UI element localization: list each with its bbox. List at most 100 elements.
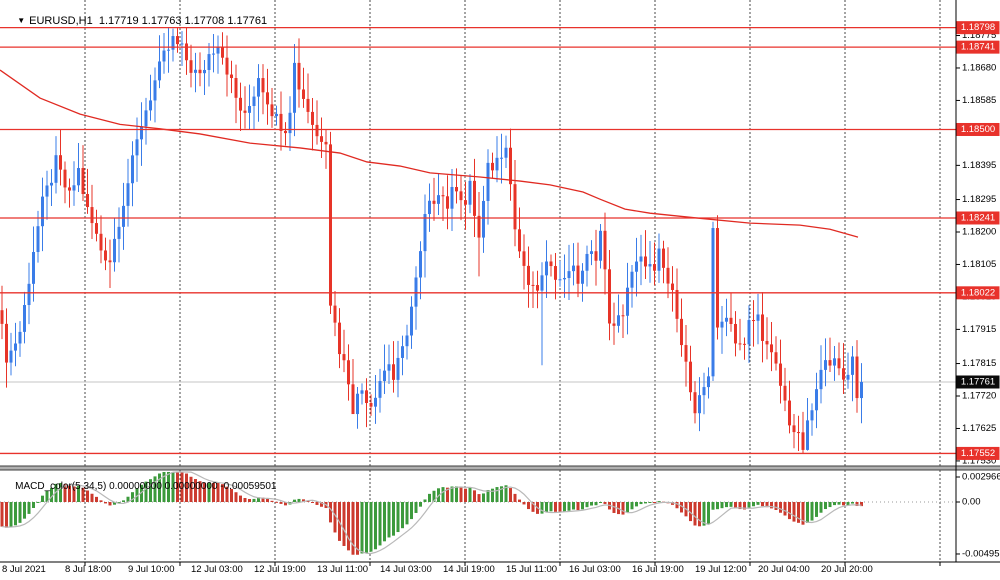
candle-body <box>140 126 143 140</box>
candle-body <box>158 61 161 81</box>
macd-bar <box>284 502 287 506</box>
candle-body <box>558 279 562 281</box>
macd-bar <box>527 502 530 510</box>
candle-body <box>608 269 611 324</box>
candle-body <box>563 278 566 280</box>
macd-bar <box>297 498 301 502</box>
candle-body <box>693 392 697 414</box>
candle-body <box>126 183 130 206</box>
macd-bar <box>158 473 161 502</box>
macd-bar <box>221 484 224 502</box>
time-axis-label: 14 Jul 19:00 <box>443 564 495 575</box>
candle-body <box>603 230 607 270</box>
macd-bar <box>198 481 202 502</box>
price-axis-label: 1.17915 <box>962 324 996 335</box>
macd-bar <box>81 487 85 502</box>
candle-body <box>194 69 197 73</box>
macd-bar <box>41 495 44 502</box>
macd-bar <box>176 472 179 502</box>
candle-body <box>279 113 283 131</box>
macd-bar <box>576 502 580 511</box>
candle-body <box>306 98 310 112</box>
candle-body <box>405 335 409 347</box>
macd-bar <box>414 502 418 513</box>
candle-body <box>171 36 175 50</box>
macd-bar <box>63 484 67 502</box>
time-axis-label: 20 Jul 20:00 <box>821 564 873 575</box>
candle-body <box>468 180 472 205</box>
candle-body <box>432 200 436 204</box>
macd-indicator-values: 0.00000000 0.00000000 -0.00059501 <box>109 481 277 492</box>
macd-axis-label: 0.002966 <box>962 472 1000 483</box>
pane-separator[interactable] <box>0 466 1000 470</box>
macd-bar <box>680 502 683 513</box>
candle-body <box>630 271 634 288</box>
macd-bar <box>68 485 71 502</box>
price-level-badge: 1.18022 <box>956 286 1000 300</box>
symbol-dropdown-icon[interactable]: ▼ <box>17 16 26 25</box>
candle-body <box>729 317 733 324</box>
candle-body <box>684 345 688 362</box>
candle-body <box>441 195 445 197</box>
candle-body <box>410 306 413 336</box>
macd-axis-label: 0.00 <box>962 497 981 508</box>
macd-bar <box>347 502 350 551</box>
macd-bar <box>797 502 800 523</box>
candle-body <box>828 360 832 366</box>
candle-body <box>270 104 274 117</box>
macd-bar <box>189 476 193 502</box>
candle-body <box>360 390 364 394</box>
ohlc-values-label: 1.17719 1.17763 1.17708 1.17761 <box>98 15 268 27</box>
macd-bar <box>401 502 404 529</box>
symbol-period-label: EURUSD,H1 <box>29 15 93 27</box>
candle-body <box>338 322 341 355</box>
candle-body <box>648 264 652 267</box>
macd-bar <box>162 472 166 502</box>
candle-body <box>720 321 724 328</box>
candle-body <box>216 47 220 54</box>
macd-bar <box>599 502 602 503</box>
macd-indicator-name: MACD_color(5,34,5) <box>15 481 107 492</box>
candle-body <box>225 57 229 75</box>
macd-bar <box>450 486 454 502</box>
candle-body <box>860 382 863 399</box>
macd-bar <box>216 482 220 502</box>
macd-bar <box>117 502 121 504</box>
candle-body <box>491 162 494 171</box>
candle-body <box>617 315 620 326</box>
candle-body <box>396 357 400 380</box>
macd-bar <box>387 502 391 538</box>
macd-axis-label: -0.00495 <box>962 548 1000 559</box>
time-axis[interactable]: 8 Jul 2021 8 Jul 18:00 9 Jul 10:00 12 Jul 0… <box>2 562 941 575</box>
macd-signal-line <box>1 471 862 555</box>
price-level-badge: 1.18741 <box>956 40 1000 54</box>
macd-bar <box>225 486 229 502</box>
candle-body <box>257 78 260 97</box>
candle-body <box>653 264 656 271</box>
candle-body <box>486 162 490 201</box>
candle-body <box>666 267 670 284</box>
candle-body <box>657 248 661 271</box>
macd-bar <box>522 502 526 505</box>
macd-bar <box>261 497 265 502</box>
candle-body <box>329 144 332 306</box>
candle-body <box>288 112 292 134</box>
candle-body <box>185 43 188 61</box>
macd-bar <box>365 502 368 553</box>
macd-bar <box>23 502 26 519</box>
price-axis-label: 1.17720 <box>962 391 996 402</box>
macd-axis[interactable]: 0.002966 0.00 -0.00495 <box>956 472 1000 560</box>
candle-body <box>266 92 269 105</box>
macd-bar <box>455 486 458 502</box>
macd-bar <box>635 502 638 507</box>
candle-body <box>846 374 850 380</box>
macd-bar <box>90 493 94 502</box>
price-axis-label: 1.18395 <box>962 160 996 171</box>
candle-body <box>675 289 679 319</box>
candle-body <box>221 47 224 58</box>
candle-body <box>14 343 17 351</box>
candle-body <box>851 356 854 375</box>
price-axis-label: 1.18775 <box>962 30 996 41</box>
